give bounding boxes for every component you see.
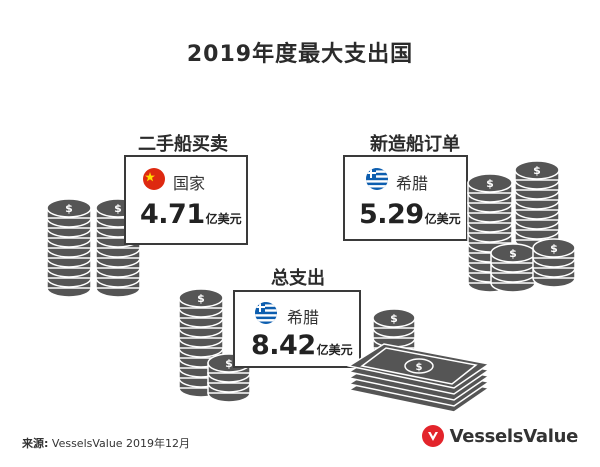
source-note: 来源: VesselsValue 2019年12月 — [22, 435, 190, 451]
total-unit: 亿美元 — [316, 343, 353, 357]
total-amount: 8.42 — [251, 330, 316, 361]
source-text: VesselsValue 2019年12月 — [48, 437, 191, 450]
coin-stack-icon: $ — [532, 238, 576, 288]
svg-text:$: $ — [509, 247, 517, 260]
svg-text:$: $ — [114, 202, 122, 215]
second-hand-value: 4.71亿美元 — [140, 199, 242, 230]
svg-text:$: $ — [197, 292, 205, 305]
greece-flag-icon — [366, 168, 388, 190]
newbuild-country: 希腊 — [396, 174, 429, 193]
second-hand-unit: 亿美元 — [205, 212, 242, 226]
newbuild-value: 5.29亿美元 — [359, 199, 461, 230]
coin-stack-icon: $ — [46, 198, 92, 298]
total-card: 希腊 8.42亿美元 — [233, 290, 361, 368]
cash-stack-icon: $ — [347, 343, 491, 413]
brand-logo: VesselsValue — [421, 425, 579, 447]
svg-text:$: $ — [416, 362, 423, 373]
total-title: 总支出 — [271, 268, 325, 289]
svg-text:$: $ — [65, 202, 73, 215]
newbuild-amount: 5.29 — [359, 199, 424, 230]
china-flag-icon — [143, 168, 165, 190]
second-hand-amount: 4.71 — [140, 199, 205, 230]
source-label: 来源: — [22, 437, 49, 450]
svg-text:$: $ — [533, 164, 541, 177]
svg-text:$: $ — [225, 357, 233, 370]
page-title: 2019年度最大支出国 — [186, 42, 414, 67]
svg-text:$: $ — [486, 177, 494, 190]
total-value: 8.42亿美元 — [251, 330, 353, 361]
newbuild-unit: 亿美元 — [424, 212, 461, 226]
svg-text:$: $ — [390, 312, 398, 325]
svg-text:$: $ — [550, 242, 558, 255]
total-country: 希腊 — [287, 308, 320, 327]
newbuild-card: 希腊 5.29亿美元 — [343, 155, 468, 241]
vesselsvalue-logo-icon — [421, 425, 444, 447]
coin-stack-icon: $ — [490, 243, 536, 293]
second-hand-title: 二手船买卖 — [138, 134, 228, 155]
greece-flag-icon — [255, 302, 277, 324]
newbuild-title: 新造船订单 — [370, 134, 460, 155]
second-hand-card: 国家 4.71亿美元 — [124, 155, 248, 245]
brand-name: VesselsValue — [449, 425, 579, 447]
second-hand-country: 国家 — [173, 174, 206, 193]
